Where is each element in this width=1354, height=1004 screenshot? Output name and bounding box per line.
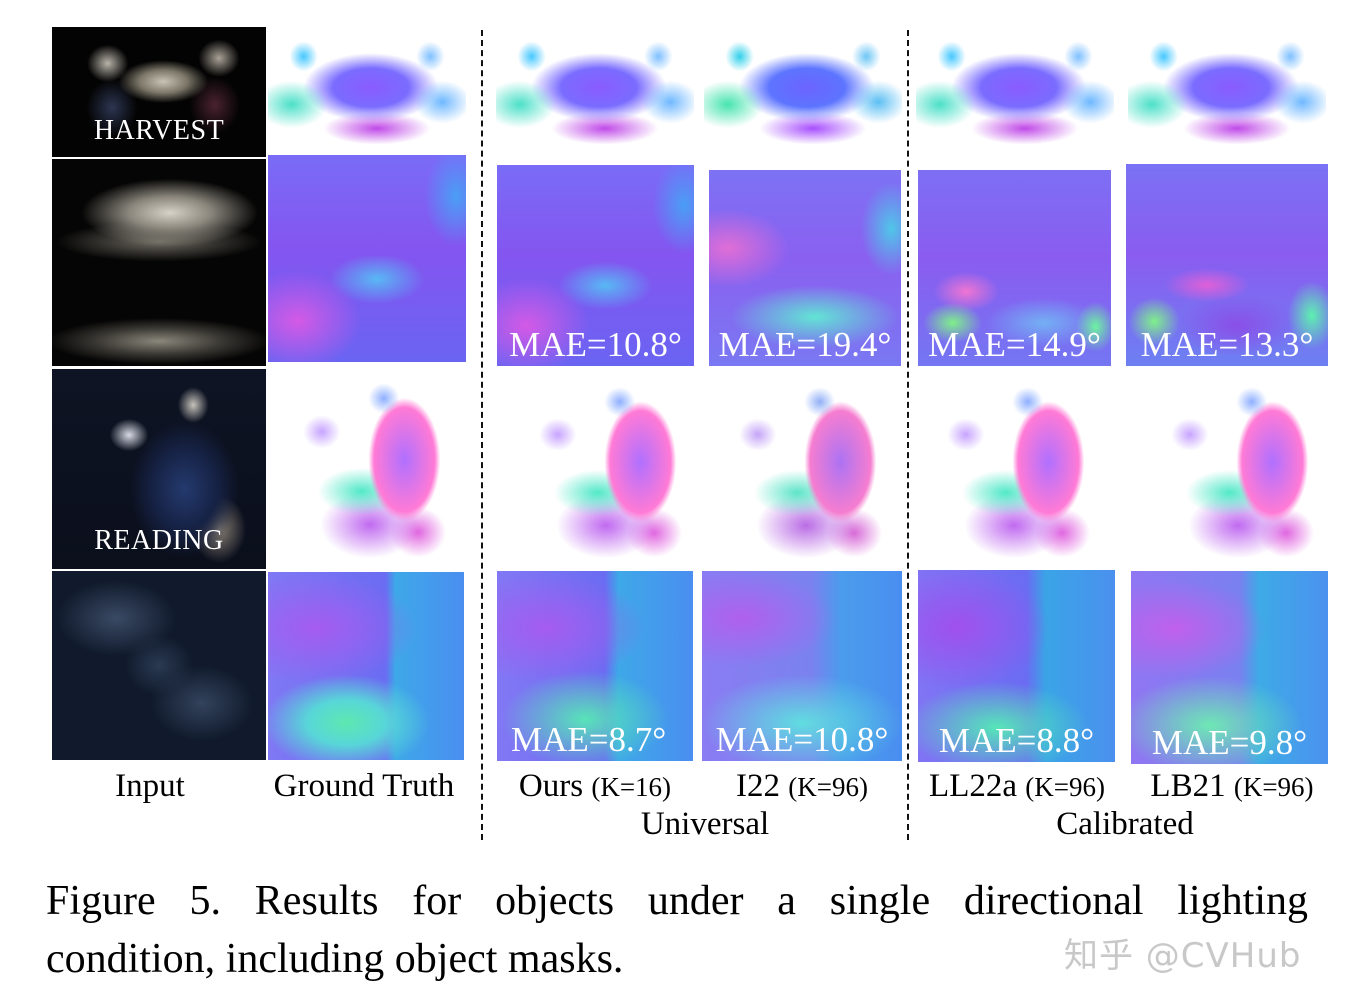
ll22a-reading-crop: MAE=8.8°	[918, 570, 1115, 762]
input-harvest-full: HARVEST	[52, 27, 266, 157]
mae-ours-harvest: MAE=10.8°	[509, 325, 682, 364]
lb21-harvest-crop: MAE=13.3°	[1126, 164, 1328, 366]
ours-reading-full	[520, 380, 692, 562]
mae-lb21-harvest: MAE=13.3°	[1140, 325, 1314, 364]
i22-reading-crop: MAE=10.8°	[702, 571, 902, 761]
separator-gt-universal	[481, 30, 483, 840]
column-label-i22: I22 (K=96)	[736, 768, 868, 804]
watermark: 知乎 @CVHub	[1064, 936, 1302, 976]
ours-reading-crop: MAE=8.7°	[497, 571, 693, 761]
ours-harvest-crop: MAE=10.8°	[497, 165, 694, 366]
caption-line-1: Figure 5. Results for objects under a si…	[46, 878, 1308, 924]
lb21-reading-full	[1152, 380, 1324, 562]
mae-i22-harvest: MAE=19.4°	[718, 325, 892, 364]
caption-line-2: condition, including object masks.	[46, 936, 624, 982]
column-label-ours: Ours (K=16)	[518, 768, 672, 804]
mae-ll22a-reading: MAE=8.8°	[938, 721, 1095, 760]
mae-i22-reading: MAE=10.8°	[715, 720, 889, 759]
mae-lb21-reading: MAE=9.8°	[1151, 723, 1308, 762]
input-reading-full: READING	[52, 369, 266, 569]
column-label-ground-truth: Ground Truth	[273, 768, 455, 804]
gt-harvest-full	[268, 30, 466, 150]
i22-reading-full	[720, 380, 892, 562]
object-label-harvest: HARVEST	[93, 115, 225, 146]
ll22a-reading-full	[928, 380, 1100, 562]
ll22a-harvest-crop: MAE=14.9°	[918, 170, 1111, 366]
i22-harvest-full	[704, 30, 902, 150]
lb21-harvest-full	[1128, 30, 1326, 150]
column-label-lb21: LB21 (K=96)	[1150, 768, 1314, 804]
ll22a-harvest-full	[916, 30, 1114, 150]
lb21-reading-crop: MAE=9.8°	[1131, 571, 1328, 764]
group-label-universal: Universal	[640, 806, 770, 842]
gt-reading-full	[284, 376, 456, 562]
gt-harvest-crop	[268, 155, 466, 362]
figure-5: HARVEST MAE=10.8° MAE=19.4° MAE=14.9° MA…	[52, 27, 1328, 842]
input-harvest-crop	[52, 159, 266, 366]
separator-universal-calibrated	[907, 30, 909, 840]
column-label-ll22a: LL22a (K=96)	[929, 768, 1105, 804]
figure-caption: Figure 5. Results for objects under a si…	[46, 872, 1308, 988]
input-reading-crop	[52, 571, 266, 760]
i22-harvest-crop: MAE=19.4°	[709, 170, 901, 366]
object-label-reading: READING	[94, 525, 224, 556]
ours-harvest-full	[496, 30, 694, 150]
column-label-input: Input	[115, 768, 185, 804]
group-label-calibrated: Calibrated	[1056, 806, 1194, 842]
mae-ours-reading: MAE=8.7°	[511, 720, 667, 759]
mae-ll22a-harvest: MAE=14.9°	[928, 325, 1101, 364]
gt-reading-crop	[268, 572, 464, 760]
